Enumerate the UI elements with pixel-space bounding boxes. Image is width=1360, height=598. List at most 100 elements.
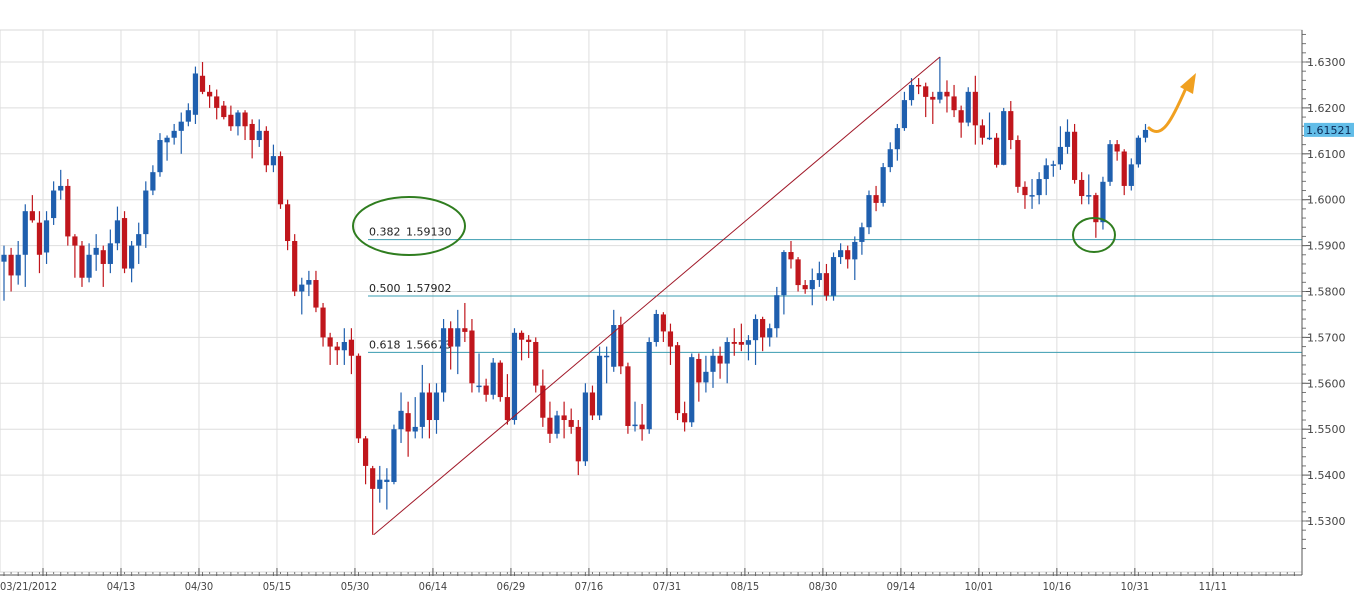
candle-body [972, 91, 978, 126]
candle [143, 181, 149, 248]
candle-body [1050, 164, 1056, 166]
candle-body [22, 211, 28, 255]
candle [22, 204, 28, 287]
candle [625, 362, 631, 434]
candle [320, 302, 326, 347]
candle-body [625, 366, 631, 426]
candle [724, 337, 730, 384]
candle [490, 358, 496, 400]
candle [1008, 101, 1014, 150]
candle [894, 123, 900, 161]
candle [887, 142, 893, 173]
candle-body [1128, 164, 1134, 186]
candle [391, 424, 397, 485]
candle-body [150, 172, 156, 191]
candle-body [1008, 111, 1014, 141]
trendline [373, 56, 941, 536]
candle [192, 66, 199, 124]
candle-body [901, 100, 908, 129]
candle [207, 84, 213, 108]
candle-body [93, 247, 99, 255]
candle-body [738, 341, 744, 345]
x-tick-label: 08/30 [809, 580, 838, 593]
candle [611, 309, 617, 372]
candle [1071, 123, 1078, 184]
candle [958, 105, 964, 138]
candle-body [937, 91, 943, 100]
x-tick-label: 09/14 [887, 580, 916, 593]
candle [263, 126, 269, 173]
candle [845, 245, 851, 269]
candle-body [752, 319, 759, 341]
candle-body [143, 190, 149, 235]
candle-body [455, 328, 461, 347]
candle [306, 270, 312, 297]
candle [58, 169, 64, 200]
candle-body [745, 340, 752, 345]
candle-body [781, 252, 787, 296]
candle-body [561, 415, 567, 421]
candle [901, 91, 908, 131]
candle-body [667, 331, 674, 347]
candle-body [689, 357, 695, 423]
candle [561, 401, 567, 439]
candle [199, 62, 206, 95]
candle [483, 378, 489, 402]
candle [604, 346, 610, 384]
up-arrow-icon [1147, 86, 1188, 133]
candle [419, 364, 425, 439]
candle-body [256, 130, 262, 141]
candle-body [1015, 140, 1021, 187]
candle [582, 383, 588, 466]
candle-body [731, 341, 737, 344]
candle-body [908, 84, 915, 101]
candle [72, 234, 78, 278]
candle-body [994, 137, 1000, 165]
candle-body [795, 259, 801, 286]
candle-body [412, 426, 418, 432]
candle-body [1121, 151, 1127, 186]
candle-body [419, 392, 425, 427]
candle-body [100, 250, 106, 264]
candle-body [348, 339, 355, 356]
candle [972, 75, 978, 145]
candle [1029, 179, 1035, 209]
candle-body [462, 328, 468, 332]
candle [908, 78, 915, 106]
y-tick-label: 1.5900 [1307, 240, 1346, 253]
candle [689, 353, 695, 427]
candle-body [511, 332, 518, 421]
candle [682, 401, 688, 432]
candle-body [838, 250, 844, 258]
candle [221, 101, 227, 120]
candle [405, 401, 411, 457]
candle [36, 211, 43, 274]
candle [242, 110, 248, 141]
candle-body [277, 156, 284, 205]
candle-body [979, 125, 986, 138]
candle-body [859, 227, 865, 242]
candle-body [178, 121, 184, 131]
candle [1107, 140, 1113, 186]
candle-body [1114, 144, 1120, 152]
candle [1043, 158, 1049, 196]
candle-body [533, 341, 539, 386]
fib-ratio-label: 0.500 [369, 282, 401, 295]
candle [313, 270, 319, 313]
candle [8, 247, 14, 292]
candle-body [504, 397, 510, 421]
candle [795, 257, 801, 292]
candle [476, 353, 482, 393]
candle [412, 397, 418, 439]
candle [880, 162, 886, 207]
candle-body [611, 325, 617, 367]
candle-body [887, 149, 893, 168]
candle-body [930, 96, 936, 100]
y-tick-label: 1.5600 [1307, 377, 1346, 390]
candle [1121, 149, 1127, 196]
candle-body [596, 355, 603, 416]
candle-body [575, 426, 581, 462]
candle-body [29, 211, 35, 221]
candle-body [646, 341, 652, 430]
x-tick-label: 05/15 [263, 580, 292, 593]
